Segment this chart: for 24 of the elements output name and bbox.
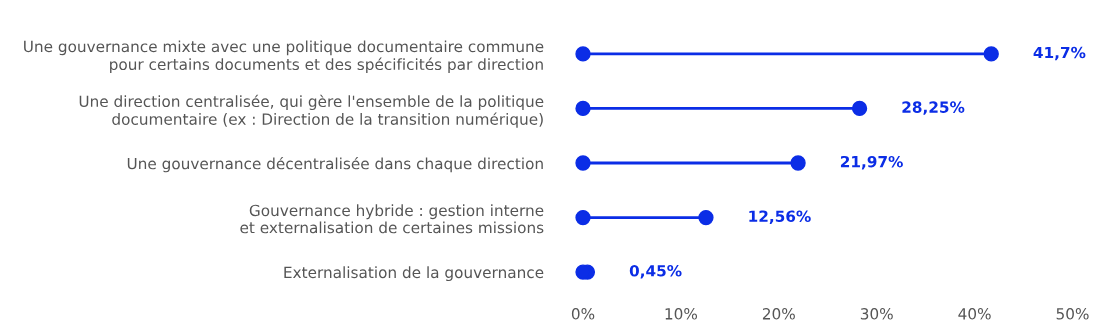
y-tick-label: Une gouvernance décentralisée dans chaque direction	[127, 156, 543, 173]
x-tick-label: 40%	[958, 308, 991, 320]
y-tick-label: Gouvernance hybride : gestion interne et externalisation de certaines missions	[240, 204, 544, 234]
point	[983, 46, 999, 62]
point	[575, 155, 591, 171]
point	[575, 46, 591, 62]
x-tick-label: 50%	[1056, 308, 1089, 320]
data-label: 0,45%	[629, 264, 682, 279]
y-tick-label: Externalisation de la gouvernance	[284, 266, 544, 282]
y-tick-label: Une direction centralisée, qui gère l'ensemble de la politique documentaire (ex : Direction de la transition numérique)	[79, 94, 544, 128]
point	[575, 209, 591, 226]
x-tick-label: 10%	[665, 308, 698, 320]
x-tick-label: 20%	[762, 308, 795, 320]
point	[575, 100, 591, 117]
x-tick-label: 30%	[860, 308, 893, 320]
point	[851, 100, 868, 117]
point	[698, 209, 714, 226]
y-tick-label: Une gouvernance mixte avec une politique documentaire commune pour certains documents et des spécificités par direction	[24, 40, 544, 74]
point	[790, 155, 806, 171]
data-label: 41,7%	[1033, 46, 1086, 61]
x-tick-label: 0%	[571, 308, 595, 320]
data-label: 28,25%	[902, 101, 965, 115]
data-label: 12,56%	[749, 210, 811, 224]
data-label: 21,97%	[840, 155, 903, 170]
